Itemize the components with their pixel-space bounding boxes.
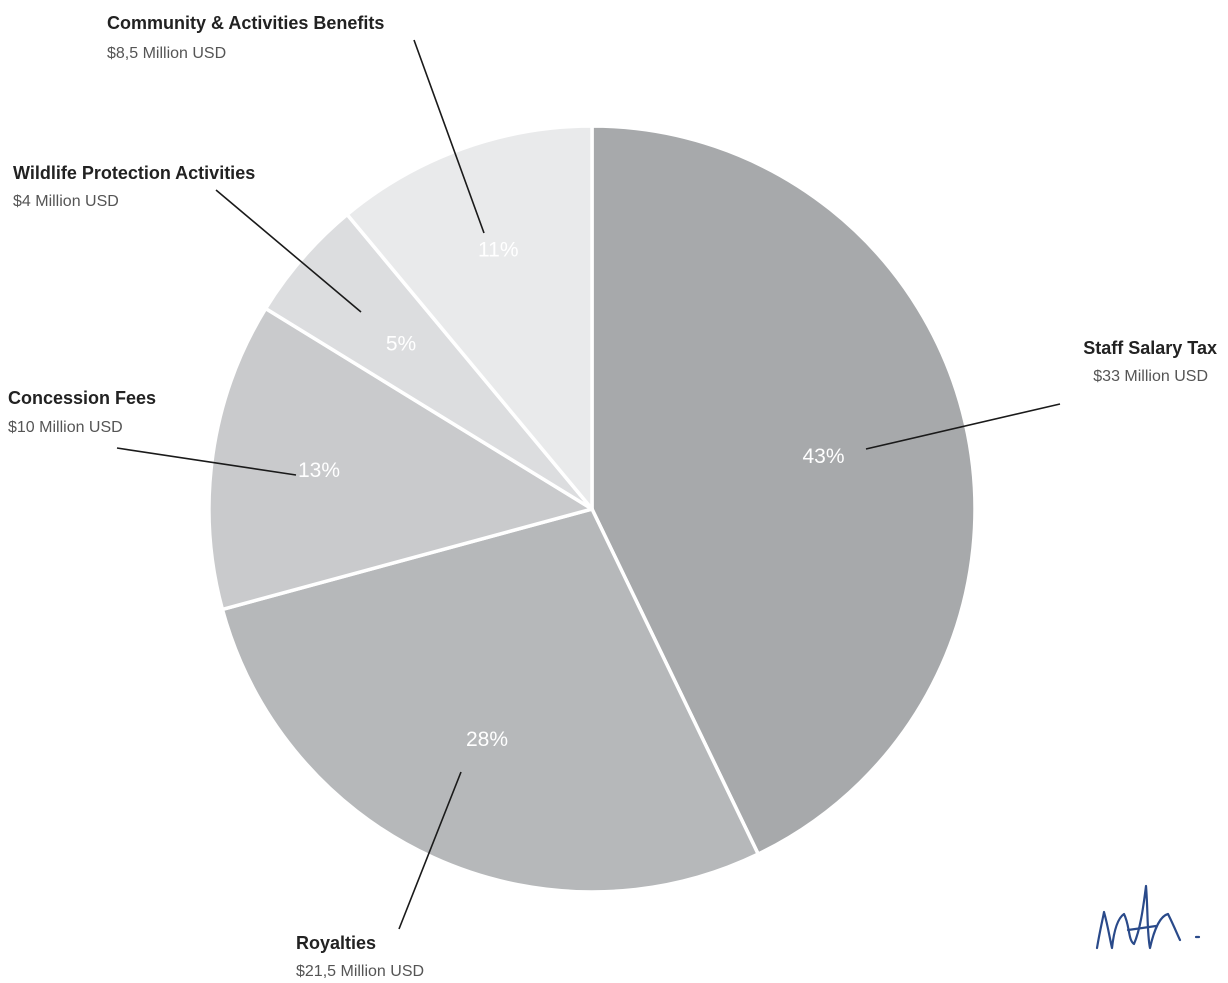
callout-wildlife: Wildlife Protection Activities $4 Millio… (13, 163, 255, 210)
category-amount: $8,5 Million USD (107, 45, 226, 62)
callout-staff: Staff Salary Tax $33 Million USD (1083, 338, 1217, 385)
leader-line (215, 189, 362, 313)
category-label: Royalties (296, 933, 376, 953)
percent-label: 13% (298, 459, 340, 482)
callout-community: Community & Activities Benefits $8,5 Mil… (107, 13, 384, 62)
category-label: Community & Activities Benefits (107, 13, 384, 33)
percent-label: 11% (478, 239, 518, 262)
pie-slice-royalties (220, 507, 760, 894)
category-amount: $4 Million USD (13, 193, 119, 210)
leader-line (116, 447, 297, 476)
percent-label: 5% (386, 333, 416, 356)
leader-line (413, 39, 485, 234)
category-label: Wildlife Protection Activities (13, 163, 255, 183)
pie-slices (207, 124, 977, 894)
pie-slice-staff-salary-tax (590, 124, 977, 856)
percent-labels: 43% 28% 13% 5% 11% (298, 239, 845, 751)
category-amount: $21,5 Million USD (296, 963, 424, 980)
leader-line (865, 403, 1061, 450)
category-label: Concession Fees (8, 388, 156, 408)
pie-slice-community-activities-benefits (345, 124, 594, 511)
category-amount: $10 Million USD (8, 419, 123, 436)
signature (1095, 884, 1201, 950)
category-amount: $33 Million USD (1093, 368, 1208, 385)
callout-concession: Concession Fees $10 Million USD (8, 388, 156, 436)
leader-line (398, 771, 462, 930)
percent-label: 28% (466, 728, 508, 751)
category-label: Staff Salary Tax (1083, 338, 1217, 358)
callout-royalties: Royalties $21,5 Million USD (296, 933, 424, 980)
pie-slice-concession-fees (207, 306, 594, 612)
percent-label: 43% (802, 445, 844, 468)
leader-lines (116, 39, 1061, 930)
